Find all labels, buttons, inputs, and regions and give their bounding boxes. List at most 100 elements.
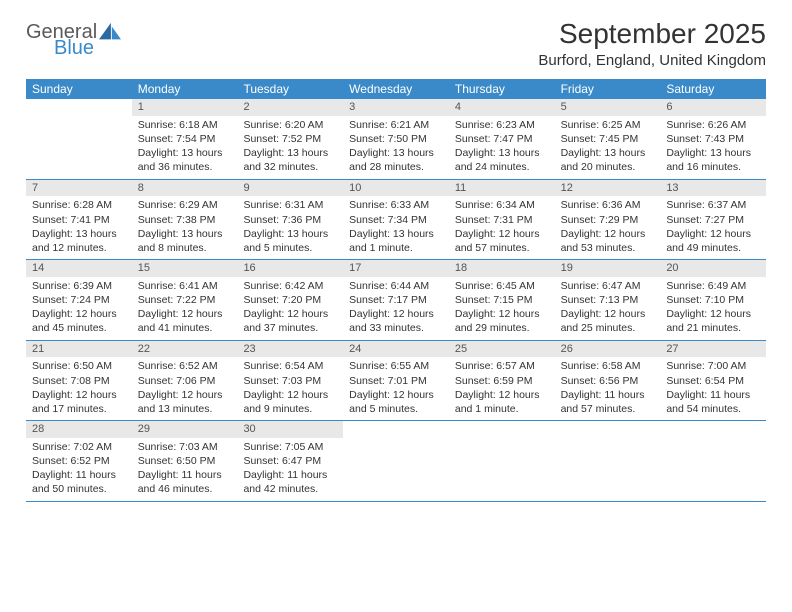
sunset-text: Sunset: 6:56 PM <box>561 374 655 388</box>
weekday-header: Tuesday <box>237 79 343 99</box>
day-body: Sunrise: 6:20 AMSunset: 7:52 PMDaylight:… <box>237 116 343 179</box>
day-cell: 16Sunrise: 6:42 AMSunset: 7:20 PMDayligh… <box>237 260 343 340</box>
day-cell: 30Sunrise: 7:05 AMSunset: 6:47 PMDayligh… <box>237 421 343 501</box>
sunset-text: Sunset: 7:13 PM <box>561 293 655 307</box>
sunrise-text: Sunrise: 7:05 AM <box>243 440 337 454</box>
day-body: Sunrise: 7:05 AMSunset: 6:47 PMDaylight:… <box>237 438 343 501</box>
sunset-text: Sunset: 7:27 PM <box>666 213 760 227</box>
day-cell: 23Sunrise: 6:54 AMSunset: 7:03 PMDayligh… <box>237 341 343 421</box>
daylight-text: Daylight: 11 hours and 42 minutes. <box>243 468 337 496</box>
sunset-text: Sunset: 7:31 PM <box>455 213 549 227</box>
day-number: 14 <box>26 260 132 277</box>
daylight-text: Daylight: 13 hours and 16 minutes. <box>666 146 760 174</box>
day-cell <box>660 421 766 501</box>
sunset-text: Sunset: 7:15 PM <box>455 293 549 307</box>
daylight-text: Daylight: 12 hours and 25 minutes. <box>561 307 655 335</box>
day-number: 5 <box>555 99 661 116</box>
sunrise-text: Sunrise: 6:25 AM <box>561 118 655 132</box>
sunrise-text: Sunrise: 6:47 AM <box>561 279 655 293</box>
day-cell <box>449 421 555 501</box>
sunset-text: Sunset: 7:36 PM <box>243 213 337 227</box>
day-body: Sunrise: 6:37 AMSunset: 7:27 PMDaylight:… <box>660 196 766 259</box>
daylight-text: Daylight: 12 hours and 17 minutes. <box>32 388 126 416</box>
day-cell: 2Sunrise: 6:20 AMSunset: 7:52 PMDaylight… <box>237 99 343 179</box>
day-number: 23 <box>237 341 343 358</box>
day-body: Sunrise: 7:00 AMSunset: 6:54 PMDaylight:… <box>660 357 766 420</box>
sunrise-text: Sunrise: 6:44 AM <box>349 279 443 293</box>
sunset-text: Sunset: 7:17 PM <box>349 293 443 307</box>
day-number: 24 <box>343 341 449 358</box>
daylight-text: Daylight: 12 hours and 49 minutes. <box>666 227 760 255</box>
logo-word-2: Blue <box>54 38 97 58</box>
daylight-text: Daylight: 13 hours and 1 minute. <box>349 227 443 255</box>
daylight-text: Daylight: 12 hours and 1 minute. <box>455 388 549 416</box>
day-cell <box>343 421 449 501</box>
daylight-text: Daylight: 13 hours and 5 minutes. <box>243 227 337 255</box>
day-body <box>26 116 132 122</box>
sunset-text: Sunset: 7:52 PM <box>243 132 337 146</box>
weekday-header: Sunday <box>26 79 132 99</box>
day-cell: 15Sunrise: 6:41 AMSunset: 7:22 PMDayligh… <box>132 260 238 340</box>
sunrise-text: Sunrise: 6:50 AM <box>32 359 126 373</box>
day-number: 13 <box>660 180 766 197</box>
day-number: 9 <box>237 180 343 197</box>
day-body: Sunrise: 6:34 AMSunset: 7:31 PMDaylight:… <box>449 196 555 259</box>
week-row: 28Sunrise: 7:02 AMSunset: 6:52 PMDayligh… <box>26 421 766 502</box>
day-cell: 10Sunrise: 6:33 AMSunset: 7:34 PMDayligh… <box>343 180 449 260</box>
weekday-header-row: SundayMondayTuesdayWednesdayThursdayFrid… <box>26 79 766 99</box>
sunset-text: Sunset: 7:20 PM <box>243 293 337 307</box>
daylight-text: Daylight: 11 hours and 46 minutes. <box>138 468 232 496</box>
sunset-text: Sunset: 6:52 PM <box>32 454 126 468</box>
day-cell: 28Sunrise: 7:02 AMSunset: 6:52 PMDayligh… <box>26 421 132 501</box>
day-body: Sunrise: 6:41 AMSunset: 7:22 PMDaylight:… <box>132 277 238 340</box>
day-body: Sunrise: 6:49 AMSunset: 7:10 PMDaylight:… <box>660 277 766 340</box>
day-cell: 13Sunrise: 6:37 AMSunset: 7:27 PMDayligh… <box>660 180 766 260</box>
day-body <box>449 438 555 444</box>
sunset-text: Sunset: 7:38 PM <box>138 213 232 227</box>
sunrise-text: Sunrise: 6:54 AM <box>243 359 337 373</box>
day-cell <box>26 99 132 179</box>
day-body: Sunrise: 6:26 AMSunset: 7:43 PMDaylight:… <box>660 116 766 179</box>
sunrise-text: Sunrise: 6:39 AM <box>32 279 126 293</box>
day-cell: 6Sunrise: 6:26 AMSunset: 7:43 PMDaylight… <box>660 99 766 179</box>
sunset-text: Sunset: 6:47 PM <box>243 454 337 468</box>
day-number: 26 <box>555 341 661 358</box>
sunset-text: Sunset: 7:10 PM <box>666 293 760 307</box>
day-number: 2 <box>237 99 343 116</box>
day-number: 18 <box>449 260 555 277</box>
week-row: 21Sunrise: 6:50 AMSunset: 7:08 PMDayligh… <box>26 341 766 422</box>
day-cell: 11Sunrise: 6:34 AMSunset: 7:31 PMDayligh… <box>449 180 555 260</box>
sunset-text: Sunset: 7:47 PM <box>455 132 549 146</box>
daylight-text: Daylight: 11 hours and 54 minutes. <box>666 388 760 416</box>
day-number: 20 <box>660 260 766 277</box>
week-row: 1Sunrise: 6:18 AMSunset: 7:54 PMDaylight… <box>26 99 766 180</box>
day-cell: 12Sunrise: 6:36 AMSunset: 7:29 PMDayligh… <box>555 180 661 260</box>
sunrise-text: Sunrise: 6:29 AM <box>138 198 232 212</box>
day-cell: 26Sunrise: 6:58 AMSunset: 6:56 PMDayligh… <box>555 341 661 421</box>
sunset-text: Sunset: 6:54 PM <box>666 374 760 388</box>
sunrise-text: Sunrise: 6:34 AM <box>455 198 549 212</box>
day-body: Sunrise: 6:23 AMSunset: 7:47 PMDaylight:… <box>449 116 555 179</box>
day-body: Sunrise: 6:52 AMSunset: 7:06 PMDaylight:… <box>132 357 238 420</box>
day-body: Sunrise: 6:58 AMSunset: 6:56 PMDaylight:… <box>555 357 661 420</box>
day-body: Sunrise: 7:02 AMSunset: 6:52 PMDaylight:… <box>26 438 132 501</box>
sunrise-text: Sunrise: 6:20 AM <box>243 118 337 132</box>
sunset-text: Sunset: 7:06 PM <box>138 374 232 388</box>
sunset-text: Sunset: 7:50 PM <box>349 132 443 146</box>
day-cell: 8Sunrise: 6:29 AMSunset: 7:38 PMDaylight… <box>132 180 238 260</box>
day-cell: 5Sunrise: 6:25 AMSunset: 7:45 PMDaylight… <box>555 99 661 179</box>
daylight-text: Daylight: 12 hours and 41 minutes. <box>138 307 232 335</box>
day-body: Sunrise: 6:21 AMSunset: 7:50 PMDaylight:… <box>343 116 449 179</box>
day-cell: 18Sunrise: 6:45 AMSunset: 7:15 PMDayligh… <box>449 260 555 340</box>
day-body <box>555 438 661 444</box>
daylight-text: Daylight: 12 hours and 9 minutes. <box>243 388 337 416</box>
sunset-text: Sunset: 7:54 PM <box>138 132 232 146</box>
day-body: Sunrise: 6:47 AMSunset: 7:13 PMDaylight:… <box>555 277 661 340</box>
title-block: September 2025 Burford, England, United … <box>538 18 766 69</box>
day-body: Sunrise: 6:54 AMSunset: 7:03 PMDaylight:… <box>237 357 343 420</box>
day-body: Sunrise: 6:33 AMSunset: 7:34 PMDaylight:… <box>343 196 449 259</box>
day-number: 27 <box>660 341 766 358</box>
daylight-text: Daylight: 13 hours and 24 minutes. <box>455 146 549 174</box>
day-cell: 1Sunrise: 6:18 AMSunset: 7:54 PMDaylight… <box>132 99 238 179</box>
weekday-header: Saturday <box>660 79 766 99</box>
